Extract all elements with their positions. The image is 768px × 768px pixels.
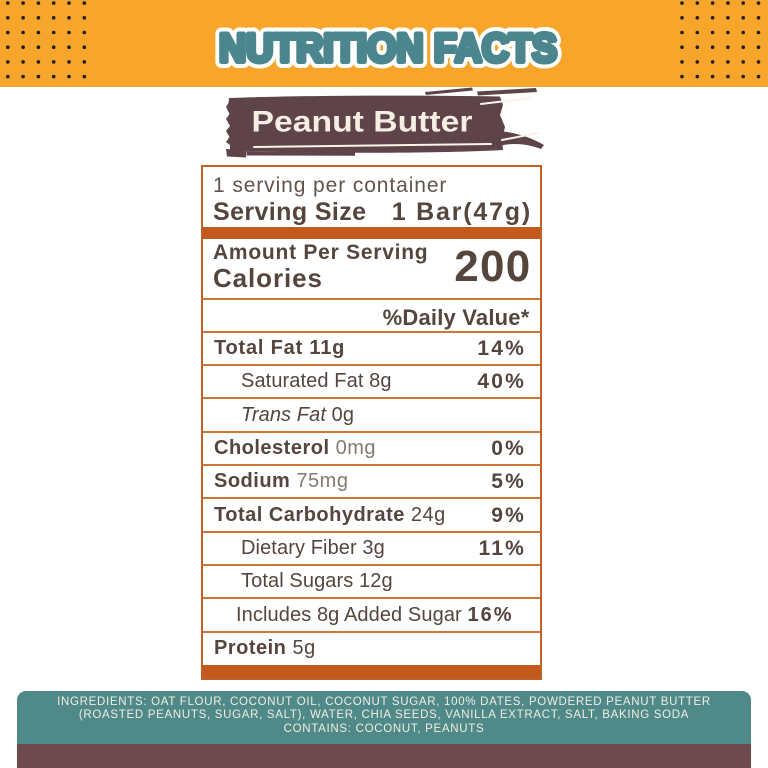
svg-text:NUTRITION FACTS: NUTRITION FACTS (219, 27, 557, 71)
svg-text:Peanut Butter: Peanut Butter (252, 106, 473, 139)
svg-text:NUTRITION FACTS: NUTRITION FACTS (219, 27, 557, 71)
